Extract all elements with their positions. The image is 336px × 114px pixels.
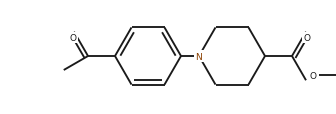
Text: N: N (196, 52, 202, 61)
Text: O: O (309, 71, 317, 80)
Text: O: O (303, 34, 310, 43)
Text: O: O (70, 34, 77, 43)
